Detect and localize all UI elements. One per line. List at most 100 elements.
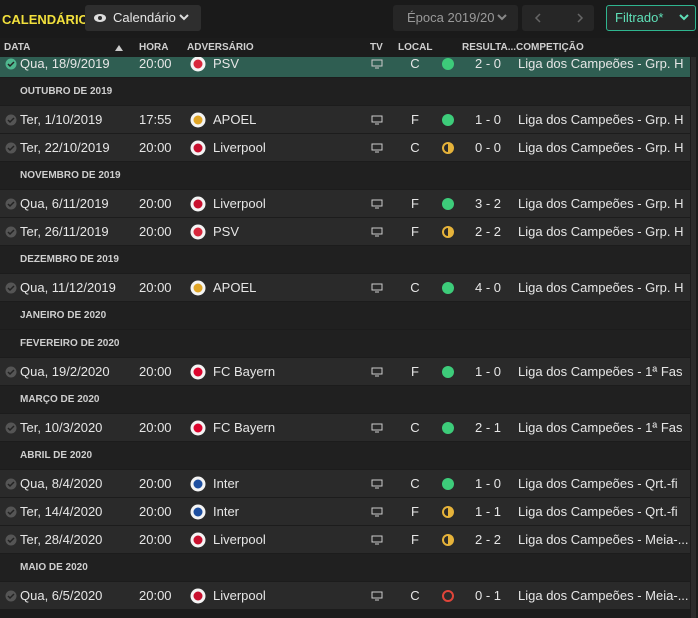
draw-half	[444, 508, 448, 516]
column-label[interactable]: LOCAL	[398, 42, 433, 53]
club-crest	[190, 364, 206, 380]
venue: F	[411, 364, 419, 379]
crest-center	[193, 227, 203, 237]
kick-off-time: 20:00	[139, 280, 172, 295]
filter-button[interactable]: Filtrado*	[606, 5, 696, 31]
view-button[interactable]: Calendário	[85, 5, 201, 31]
played-icon	[5, 366, 17, 378]
match-result: 1 - 0	[474, 476, 501, 491]
opponent[interactable]: PSV	[213, 224, 240, 239]
opponent[interactable]: FC Bayern	[213, 364, 276, 379]
column-label[interactable]: ADVERSÁRIO	[187, 42, 254, 53]
club-crest	[190, 588, 206, 604]
opponent[interactable]: Liverpool	[213, 532, 266, 547]
win-dot	[442, 478, 454, 490]
kick-off-time: 20:00	[139, 476, 172, 491]
season-label: Época 2019/20	[407, 10, 495, 25]
venue: C	[410, 476, 420, 491]
played-icon	[5, 282, 17, 294]
played-icon	[5, 226, 17, 238]
opponent[interactable]: FC Bayern	[213, 420, 276, 435]
match-result: 2 - 0	[474, 57, 501, 71]
match-result: 1 - 1	[474, 504, 501, 519]
tv-icon	[371, 479, 383, 489]
played-icon	[5, 478, 17, 490]
club-crest	[190, 140, 206, 156]
tv-screen	[371, 143, 383, 151]
competition: Liga dos Campeões - 1ª Fas	[518, 364, 683, 379]
fixture-list: Qua, 18/9/2019 20:00 PSV C 2 - 0 Liga dos Cam…	[0, 57, 690, 618]
played-icon	[5, 422, 17, 434]
outcome-dot	[442, 198, 454, 210]
fixture-row[interactable]: Qua, 18/9/2019 20:00 PSV C 2 - 0 Liga dos Cam…	[0, 57, 690, 77]
fixture-row[interactable]: Ter, 14/4/2020 20:00 Inter F 1 - 1 Liga dos C…	[0, 498, 690, 525]
opponent[interactable]: APOEL	[213, 112, 257, 127]
fixture-row[interactable]: Qua, 8/4/2020 20:00 Inter C 1 - 0 Liga dos Ca…	[0, 470, 690, 497]
club-crest	[190, 532, 206, 548]
club-crest	[190, 280, 206, 296]
top-bar: CALENDÁRIO Calendário Época 2019/20 Filt…	[0, 0, 698, 38]
win-dot	[442, 422, 454, 434]
outcome-dot	[442, 422, 454, 434]
tv-icon	[371, 423, 383, 433]
venue: F	[411, 112, 419, 127]
crest-center	[193, 115, 203, 125]
competition: Liga dos Campeões - Grp. H	[518, 140, 684, 155]
month-section: DEZEMBRO DE 2019	[0, 246, 690, 273]
tv-screen	[371, 115, 383, 123]
section-label: OUTUBRO DE 2019	[20, 86, 113, 97]
club-crest	[190, 57, 206, 72]
match-result: 2 - 1	[474, 420, 501, 435]
kick-off-time: 17:55	[139, 112, 172, 127]
fixture-row[interactable]: Ter, 22/10/2019 20:00 Liverpool C 0 - 0 Liga …	[0, 134, 690, 161]
match-date: Qua, 6/5/2020	[20, 588, 103, 603]
month-section: NOVEMBRO DE 2019	[0, 162, 690, 189]
column-label[interactable]: RESULTA...	[462, 42, 517, 53]
competition: Liga dos Campeões - Qrt.-fi	[518, 476, 678, 491]
tv-screen	[371, 535, 383, 543]
match-result: 1 - 0	[474, 364, 501, 379]
opponent[interactable]: Inter	[213, 476, 240, 491]
club-crest	[190, 504, 206, 520]
venue: C	[410, 280, 420, 295]
tv-icon	[371, 283, 383, 293]
tv-screen	[371, 367, 383, 375]
check	[7, 285, 15, 292]
fixture-row[interactable]: Qua, 19/2/2020 20:00 FC Bayern F 1 - 0 Liga d…	[0, 358, 690, 385]
column-label[interactable]: COMPETIÇÃO	[516, 42, 584, 53]
fixture-row[interactable]: Ter, 1/10/2019 17:55 APOEL F 1 - 0 Liga dos C…	[0, 106, 690, 133]
fixture-row[interactable]: Ter, 10/3/2020 20:00 FC Bayern C 2 - 1 Liga d…	[0, 414, 690, 441]
fixture-row[interactable]: Qua, 6/11/2019 20:00 Liverpool F 3 - 2 Liga d…	[0, 190, 690, 217]
match-date: Qua, 11/12/2019	[20, 280, 116, 295]
match-date: Ter, 26/11/2019	[20, 224, 109, 239]
column-label[interactable]: HORA	[139, 42, 169, 53]
fixture-row[interactable]: Ter, 26/11/2019 20:00 PSV F 2 - 2 Liga dos Ca…	[0, 218, 690, 245]
opponent[interactable]: Inter	[213, 504, 240, 519]
opponent[interactable]: PSV	[213, 57, 240, 71]
fixture-row[interactable]: Ter, 28/4/2020 20:00 Liverpool F 2 - 2 Liga d…	[0, 526, 690, 553]
column-label[interactable]: TV	[370, 42, 383, 53]
check	[7, 509, 15, 516]
nav-arrows[interactable]	[522, 5, 594, 31]
column-header: DATA HORA ADVERSÁRIO TV LOCAL RESULTA... COMPE…	[0, 38, 698, 57]
tv-icon	[371, 591, 383, 601]
outcome-dot	[442, 114, 454, 126]
filter-label: Filtrado*	[615, 10, 664, 25]
opponent[interactable]: APOEL	[213, 280, 257, 295]
check	[7, 369, 15, 376]
match-result: 1 - 0	[474, 112, 501, 127]
fixture-row[interactable]: Qua, 11/12/2019 20:00 APOEL C 4 - 0 Liga dos …	[0, 274, 690, 301]
outcome-dot	[442, 142, 454, 154]
opponent[interactable]: Liverpool	[213, 140, 266, 155]
match-date: Ter, 10/3/2020	[20, 420, 103, 435]
column-label[interactable]: DATA	[4, 42, 31, 53]
opponent[interactable]: Liverpool	[213, 588, 266, 603]
section-label: MAIO DE 2020	[20, 562, 88, 573]
scrollbar[interactable]	[691, 57, 696, 618]
tv-screen	[371, 283, 383, 291]
month-section: OUTUBRO DE 2019	[0, 78, 690, 105]
fixture-row[interactable]: Qua, 6/5/2020 20:00 Liverpool C 0 - 1 Liga do…	[0, 582, 690, 609]
kick-off-time: 20:00	[139, 420, 172, 435]
opponent[interactable]: Liverpool	[213, 196, 266, 211]
season-select[interactable]: Época 2019/20	[393, 5, 518, 31]
